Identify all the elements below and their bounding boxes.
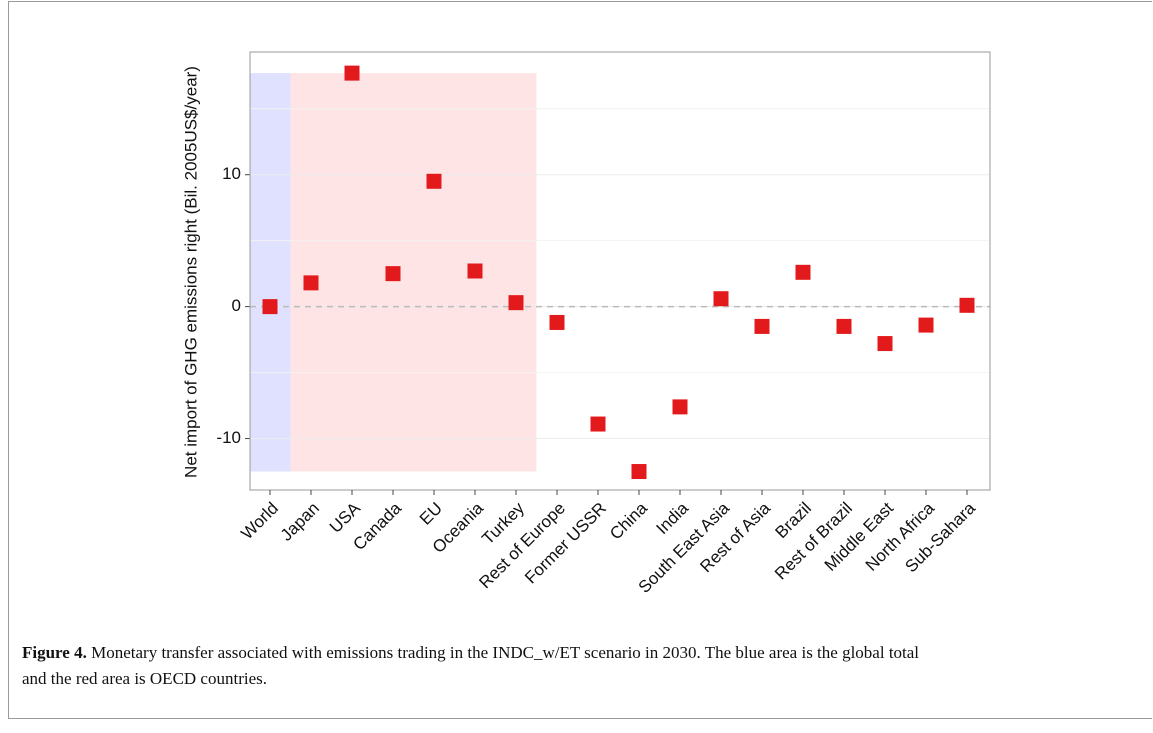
point (836, 318, 852, 334)
point (795, 264, 811, 280)
point (303, 275, 319, 291)
caption-line: Monetary transfer associated with emissi… (91, 643, 920, 662)
shaded-region (290, 73, 537, 472)
x-tick-label: EU (416, 499, 446, 529)
y-tick-label: -10 (216, 428, 241, 447)
chart: Net import of GHG emissions right (Bil. … (181, 51, 991, 597)
point (262, 299, 278, 315)
shaded-region (250, 73, 291, 472)
caption-line: and the red area is OECD countries. (22, 669, 267, 688)
point (467, 263, 483, 279)
point (549, 314, 565, 330)
caption-label: Figure 4. (22, 643, 87, 662)
figure-frame (8, 1, 1152, 719)
y-axis-label: Net import of GHG emissions right (Bil. … (181, 66, 200, 478)
point (959, 297, 975, 313)
x-tick-label: Japan (277, 499, 323, 545)
point (631, 464, 647, 480)
point (344, 65, 360, 81)
point (508, 295, 524, 311)
point (426, 173, 442, 189)
x-tick-label: World (237, 499, 282, 544)
point (590, 416, 606, 432)
x-tick-label: China (606, 498, 651, 543)
point (672, 399, 688, 415)
point (754, 318, 770, 334)
y-tick-label: 10 (222, 164, 241, 183)
point (385, 266, 401, 282)
caption: Figure 4. Monetary transfer associated w… (22, 640, 919, 692)
y-tick-label: 0 (232, 296, 241, 315)
point (877, 336, 893, 352)
point (918, 317, 934, 333)
point (713, 291, 729, 307)
plot-border (249, 51, 991, 491)
